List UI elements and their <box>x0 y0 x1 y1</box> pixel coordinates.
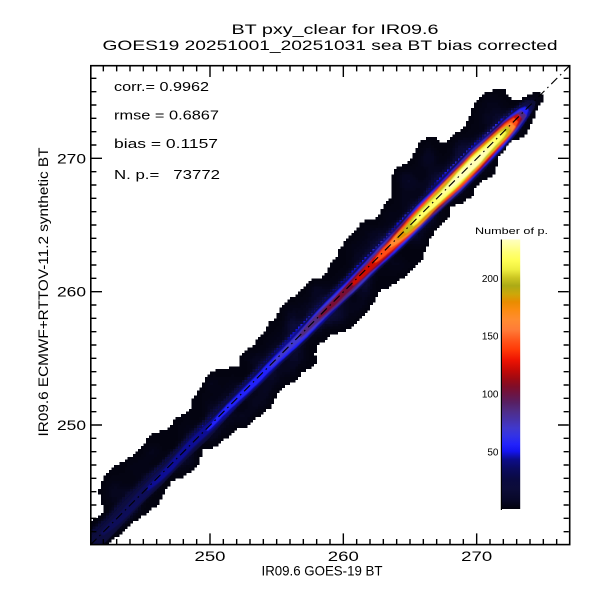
svg-text:200: 200 <box>482 274 499 285</box>
svg-text:260: 260 <box>328 548 359 564</box>
svg-text:250: 250 <box>195 548 226 564</box>
svg-text:N. p.= 73772: N. p.= 73772 <box>114 167 220 182</box>
svg-text:270: 270 <box>57 150 86 166</box>
svg-text:150: 150 <box>482 332 499 343</box>
svg-text:bias = 0.1157: bias = 0.1157 <box>114 136 218 151</box>
svg-text:270: 270 <box>461 548 492 564</box>
svg-text:IR09.6 ECMWF+RTTOV-11.2 synthe: IR09.6 ECMWF+RTTOV-11.2 synthetic BT <box>35 147 51 436</box>
svg-text:rmse = 0.6867: rmse = 0.6867 <box>114 108 219 123</box>
svg-text:250: 250 <box>57 417 86 433</box>
svg-text:100: 100 <box>482 390 499 401</box>
svg-text:Number of p.: Number of p. <box>475 226 548 237</box>
svg-text:GOES19 20251001_20251031 sea B: GOES19 20251001_20251031 sea BT bias cor… <box>103 37 558 53</box>
svg-text:BT pxy_clear for IR09.6: BT pxy_clear for IR09.6 <box>232 21 439 37</box>
svg-text:50: 50 <box>487 448 499 459</box>
svg-text:IR09.6 GOES-19 BT: IR09.6 GOES-19 BT <box>262 563 383 579</box>
svg-text:260: 260 <box>57 284 86 300</box>
svg-text:corr.= 0.9962: corr.= 0.9962 <box>114 79 209 94</box>
